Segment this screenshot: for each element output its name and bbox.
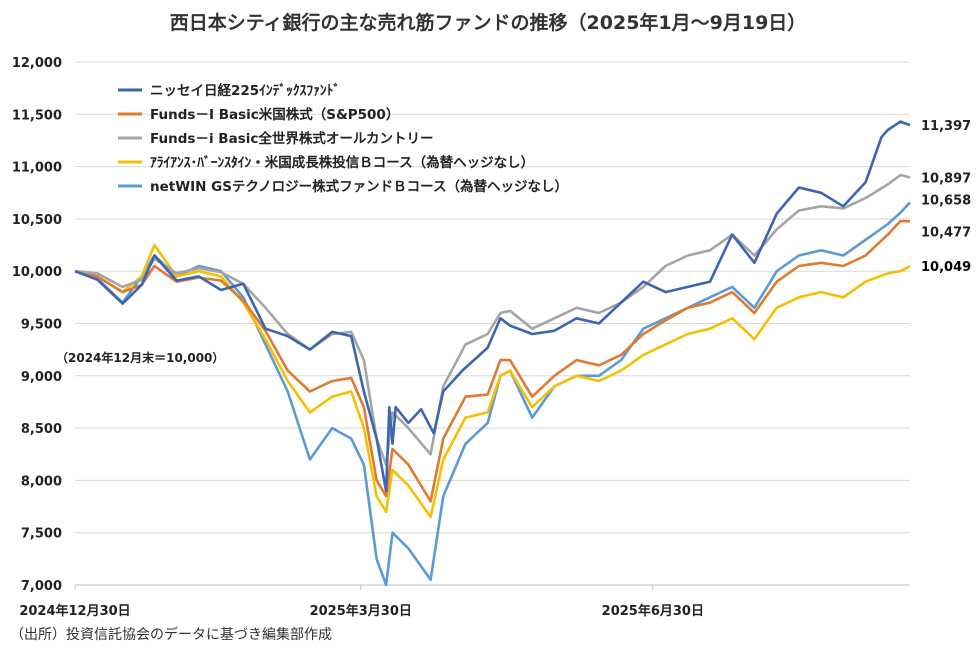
series-line-2 — [74, 173, 911, 466]
end-value-label: 11,397 — [921, 119, 971, 134]
x-tick-label: 2025年3月30日 — [310, 603, 412, 619]
y-tick-label: 8,000 — [21, 474, 62, 489]
legend-label: netWIN GSテクノロジー株式ファンドＢコース（為替ヘッジなし） — [150, 178, 568, 195]
end-value-label: 10,658 — [921, 193, 971, 208]
series-line-4 — [74, 201, 911, 587]
gridlines — [75, 61, 910, 534]
end-value-label: 10,477 — [921, 225, 971, 240]
y-tick-label: 10,500 — [12, 213, 62, 228]
series-line-1 — [74, 219, 911, 503]
y-tick-label: 8,500 — [21, 422, 62, 437]
y-tick-label: 7,500 — [21, 527, 62, 542]
y-tick-label: 12,000 — [12, 56, 62, 71]
x-tick-label: 2024年12月30日 — [19, 603, 130, 619]
source-note: （出所）投資信託協会のデータに基づき編集部作成 — [10, 627, 332, 643]
end-labels: 11,397 10,477 10,897 10,049 10,658 — [921, 119, 971, 275]
y-tick-label: 9,000 — [21, 370, 62, 385]
y-tick-label: 11,500 — [12, 108, 62, 123]
legend-label: Funds－I Basic米国株式（S&P500） — [150, 106, 399, 123]
legend-label: Funds－i Basic全世界株式オールカントリー — [150, 130, 433, 147]
series-line-0 — [74, 120, 911, 493]
end-value-label: 10,897 — [921, 171, 971, 186]
series-lines — [74, 120, 911, 587]
baseline-note: （2024年12月末＝10,000） — [56, 350, 224, 365]
y-tick-label: 7,000 — [21, 579, 62, 594]
y-tick-label: 11,000 — [12, 161, 62, 176]
y-tick-label: 10,000 — [12, 265, 62, 280]
end-value-label: 10,049 — [921, 260, 971, 275]
legend-label: ニッセイ日経225ｲﾝﾃﾞｯｸｽﾌｧﾝﾄﾞ — [150, 82, 340, 99]
chart-title: 西日本シティ銀行の主な売れ筋ファンドの推移（2025年1月～9月19日） — [169, 12, 807, 34]
y-tick-label: 9,500 — [21, 318, 62, 333]
legend-label: ｱﾗｲｱﾝｽ･ﾊﾞｰﾝｽﾀｲﾝ・米国成長株投信Ｂコース（為替ヘッジなし） — [150, 154, 534, 171]
series-line-3 — [74, 243, 911, 519]
x-tick-label: 2025年6月30日 — [602, 603, 704, 619]
legend: ニッセイ日経225ｲﾝﾃﾞｯｸｽﾌｧﾝﾄﾞ Funds－I Basic米国株式（S… — [118, 82, 568, 195]
axes: 12,000 11,500 11,000 10,500 10,000 9,500 9,000… — [12, 56, 910, 619]
